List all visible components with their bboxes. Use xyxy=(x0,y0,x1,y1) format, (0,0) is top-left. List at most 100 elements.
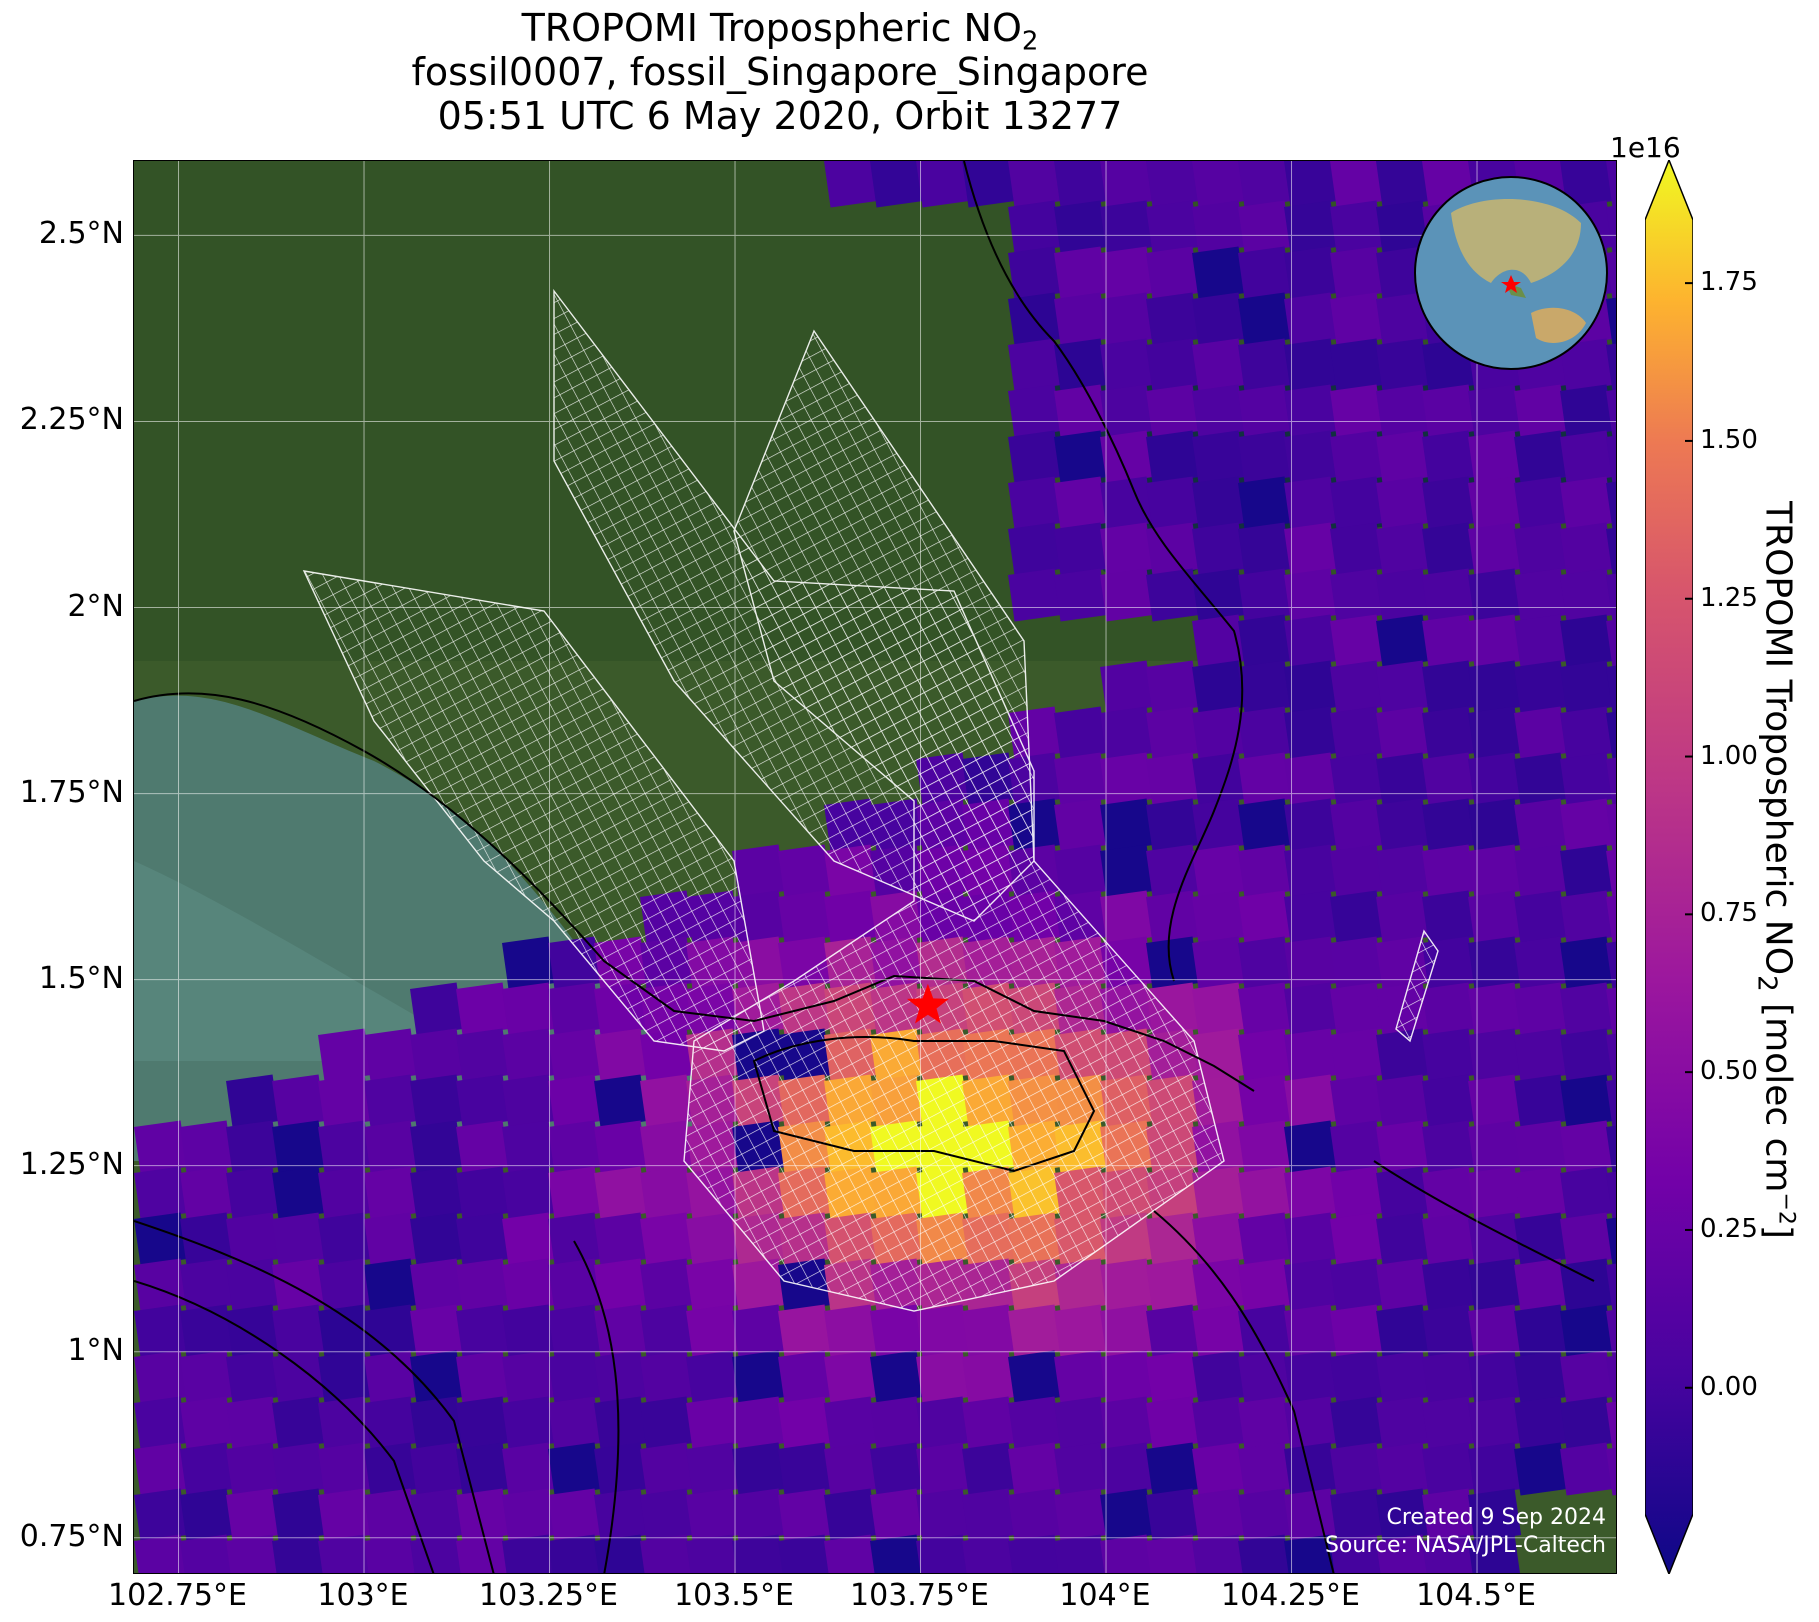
no2-pixel xyxy=(501,1350,556,1404)
no2-pixel xyxy=(180,1534,234,1573)
no2-pixel xyxy=(1560,798,1614,852)
no2-pixel xyxy=(1376,384,1430,438)
no2-pixel xyxy=(226,1304,280,1358)
no2-pixel xyxy=(1422,614,1476,668)
no2-pixel xyxy=(1146,798,1200,852)
no2-pixel xyxy=(777,890,832,944)
no2-pixel xyxy=(1238,614,1292,668)
no2-pixel xyxy=(1376,200,1430,254)
no2-pixel xyxy=(640,1166,694,1220)
no2-pixel xyxy=(409,1442,464,1496)
map-canvas[interactable] xyxy=(134,161,1617,1574)
no2-pixel xyxy=(1100,798,1154,852)
no2-pixel xyxy=(456,1258,510,1312)
no2-pixel xyxy=(134,1442,188,1496)
no2-pixel xyxy=(1054,1396,1108,1450)
no2-pixel xyxy=(1100,1442,1154,1496)
no2-pixel xyxy=(1468,1258,1522,1312)
no2-pixel xyxy=(225,1166,280,1220)
no2-pixel xyxy=(1054,522,1108,576)
no2-pixel xyxy=(1468,1350,1522,1404)
map-panel[interactable] xyxy=(133,160,1617,1574)
no2-pixel xyxy=(364,1350,418,1404)
no2-pixel xyxy=(1468,476,1522,530)
no2-pixel xyxy=(777,1442,832,1496)
no2-pixel xyxy=(1100,752,1154,806)
no2-pixel xyxy=(363,1212,418,1266)
no2-pixel xyxy=(547,1258,602,1312)
no2-pixel xyxy=(869,1488,924,1542)
no2-pixel xyxy=(318,1212,372,1266)
no2-pixel xyxy=(1238,1074,1292,1128)
no2-pixel xyxy=(1007,1304,1062,1358)
no2-pixel xyxy=(824,1304,878,1358)
gridlines xyxy=(134,161,1616,1573)
no2-pixel xyxy=(1330,1396,1384,1450)
no2-pixel xyxy=(1422,384,1476,438)
no2-pixel xyxy=(1146,476,1200,530)
no2-pixel xyxy=(547,1442,602,1496)
no2-pixel xyxy=(1422,660,1476,714)
no2-pixel xyxy=(824,1534,878,1573)
no2-pixel xyxy=(272,1258,326,1312)
no2-pixel xyxy=(1284,1304,1338,1358)
no2-pixel xyxy=(134,1120,188,1174)
no2-pixel xyxy=(1422,1442,1476,1496)
no2-pixel xyxy=(1146,1350,1200,1404)
colorbar-tick-label: 1.25 xyxy=(1700,582,1758,613)
no2-pixel xyxy=(593,1028,648,1082)
no2-pixel xyxy=(1560,522,1614,576)
no2-pixel xyxy=(961,1488,1016,1542)
no2-pixel xyxy=(1330,844,1384,898)
no2-pixel xyxy=(364,1534,418,1573)
no2-pixel xyxy=(1514,568,1568,622)
no2-pixel xyxy=(1238,384,1292,438)
no2-pixel xyxy=(1238,338,1292,392)
no2-pixel xyxy=(1514,1212,1568,1266)
no2-pixel xyxy=(915,1534,970,1573)
no2-pixel xyxy=(1514,1350,1568,1404)
no2-pixel xyxy=(593,1350,648,1404)
no2-pixel xyxy=(1238,660,1292,714)
no2-pixel xyxy=(1284,936,1338,990)
no2-pixel xyxy=(1560,568,1614,622)
no2-pixel xyxy=(1054,430,1108,484)
no2-pixel xyxy=(1468,1396,1522,1450)
no2-pixel xyxy=(410,1396,464,1450)
no2-pixel xyxy=(1284,292,1338,346)
no2-pixel xyxy=(1238,161,1292,208)
no2-pixel xyxy=(1330,1350,1384,1404)
no2-pixel xyxy=(1238,430,1292,484)
no2-pixel xyxy=(1146,1304,1200,1358)
no2-pixel xyxy=(1054,292,1108,346)
no2-pixel xyxy=(1146,161,1200,208)
no2-pixel xyxy=(501,1396,556,1450)
no2-pixel xyxy=(1238,1258,1292,1312)
no2-pixel xyxy=(1376,1396,1430,1450)
no2-pixel xyxy=(1468,1212,1522,1266)
no2-pixel xyxy=(961,1304,1016,1358)
no2-pixel xyxy=(1192,982,1246,1036)
no2-pixel xyxy=(732,1396,786,1450)
no2-pixel xyxy=(1330,568,1384,622)
no2-pixel xyxy=(1146,660,1200,714)
no2-pixel xyxy=(870,1304,924,1358)
no2-pixel xyxy=(1330,430,1384,484)
no2-pixel xyxy=(1284,982,1338,1036)
no2-pixel xyxy=(318,1396,372,1450)
no2-pixel xyxy=(1330,1166,1384,1220)
no2-pixel xyxy=(732,1350,786,1404)
no2-pixel xyxy=(317,1258,372,1312)
no2-pixel xyxy=(180,1396,234,1450)
shallow-water xyxy=(134,861,494,1061)
no2-pixel xyxy=(640,1396,694,1450)
no2-pixel xyxy=(1330,706,1384,760)
no2-pixel xyxy=(915,1442,970,1496)
no2-pixel xyxy=(1284,1166,1338,1220)
no2-pixel xyxy=(1468,752,1522,806)
no2-pixel xyxy=(410,1304,464,1358)
no2-pixel xyxy=(1100,1304,1154,1358)
no2-pixel xyxy=(1468,1304,1522,1358)
no2-pixel xyxy=(456,1350,510,1404)
lat-tick-label: 1°N xyxy=(67,1332,124,1368)
